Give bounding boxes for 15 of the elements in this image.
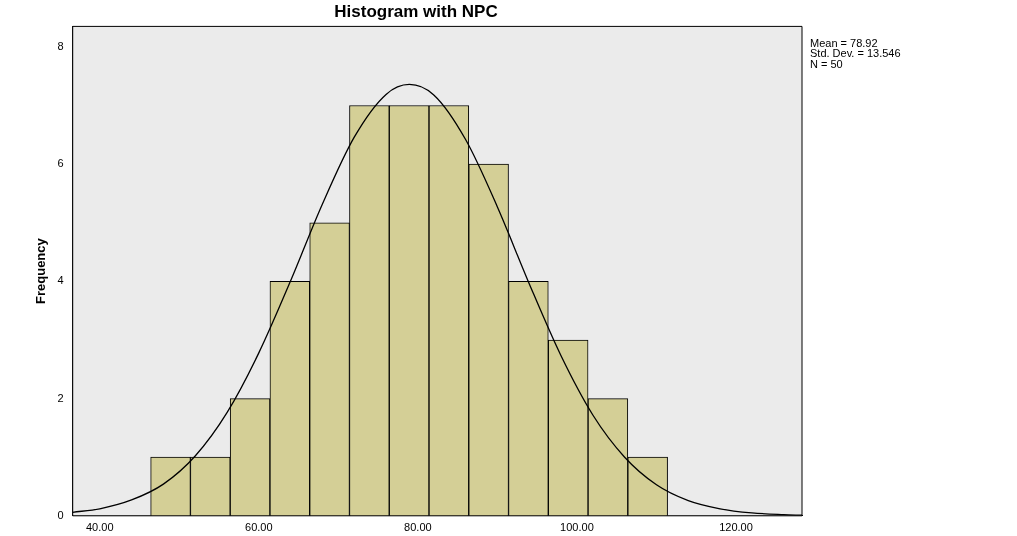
x-tick-label: 40.00	[85, 521, 114, 534]
x-tick-label: 60.00	[245, 521, 273, 534]
y-tick-label: 0	[57, 508, 64, 521]
text: Std. Dev. = 13.546	[810, 47, 901, 60]
y-tick-label: 2	[57, 391, 64, 404]
y-tick-label: 6	[57, 157, 64, 170]
chart-title: Histogram with NPC	[334, 1, 498, 21]
y-axis-title: Frequency	[33, 237, 49, 304]
y-tick-label: 8	[57, 39, 64, 52]
x-tick-label: 120.00	[719, 521, 753, 534]
y-tick-label: 4	[57, 274, 64, 287]
text: Mean = 78.92	[810, 36, 878, 49]
text: N = 50	[810, 57, 843, 70]
x-tick-label: 100.00	[560, 521, 594, 534]
x-tick-label: 80.00	[404, 521, 432, 534]
